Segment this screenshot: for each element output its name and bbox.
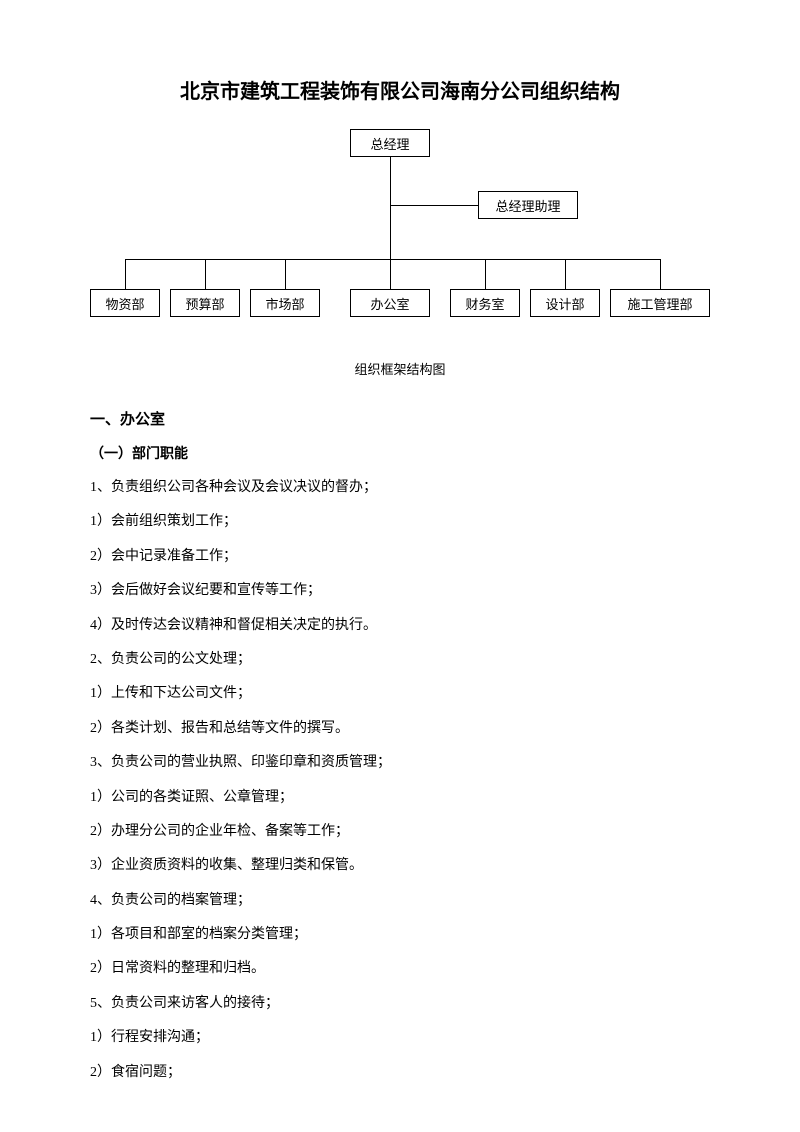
org-node-assistant: 总经理助理 — [478, 191, 578, 219]
org-line — [565, 259, 566, 289]
body-line: 1）公司的各类证照、公章管理； — [90, 787, 710, 809]
body-line: 2、负责公司的公文处理； — [90, 649, 710, 671]
chart-caption: 组织框架结构图 — [90, 359, 710, 378]
body-line: 2）各类计划、报告和总结等文件的撰写。 — [90, 718, 710, 740]
org-line — [390, 205, 478, 206]
org-line — [390, 259, 391, 289]
subsection-heading: （一）部门职能 — [90, 443, 710, 463]
org-node-dept: 设计部 — [530, 289, 600, 317]
body-line: 4）及时传达会议精神和督促相关决定的执行。 — [90, 615, 710, 637]
org-line — [285, 259, 286, 289]
body-line: 3、负责公司的营业执照、印鉴印章和资质管理； — [90, 752, 710, 774]
org-line — [205, 259, 206, 289]
org-line — [485, 259, 486, 289]
org-node-dept: 财务室 — [450, 289, 520, 317]
org-line — [390, 157, 391, 259]
page-title: 北京市建筑工程装饰有限公司海南分公司组织结构 — [90, 75, 710, 104]
body-line: 3）企业资质资料的收集、整理归类和保管。 — [90, 855, 710, 877]
org-node-dept: 预算部 — [170, 289, 240, 317]
org-node-dept: 市场部 — [250, 289, 320, 317]
org-line — [125, 259, 126, 289]
body-line: 1）会前组织策划工作； — [90, 511, 710, 533]
body-line: 1）各项目和部室的档案分类管理； — [90, 924, 710, 946]
body-line: 3）会后做好会议纪要和宣传等工作； — [90, 580, 710, 602]
body-line: 1）行程安排沟通； — [90, 1027, 710, 1049]
section-heading: 一、办公室 — [90, 408, 710, 429]
body-line: 4、负责公司的档案管理； — [90, 890, 710, 912]
org-line — [660, 259, 661, 289]
body-line: 2）会中记录准备工作； — [90, 546, 710, 568]
body-line: 1、负责组织公司各种会议及会议决议的督办； — [90, 477, 710, 499]
org-node-dept: 施工管理部 — [610, 289, 710, 317]
org-node-dept: 物资部 — [90, 289, 160, 317]
body-line: 2）食宿问题； — [90, 1062, 710, 1084]
org-node-dept: 办公室 — [350, 289, 430, 317]
body-line: 2）办理分公司的企业年检、备案等工作； — [90, 821, 710, 843]
body-line: 2）日常资料的整理和归档。 — [90, 958, 710, 980]
body-line: 5、负责公司来访客人的接待； — [90, 993, 710, 1015]
org-node-top: 总经理 — [350, 129, 430, 157]
body-line: 1）上传和下达公司文件； — [90, 683, 710, 705]
org-chart: 总经理 总经理助理 物资部 预算部 市场部 办公室 财务室 设计部 施工管理部 — [90, 129, 710, 339]
